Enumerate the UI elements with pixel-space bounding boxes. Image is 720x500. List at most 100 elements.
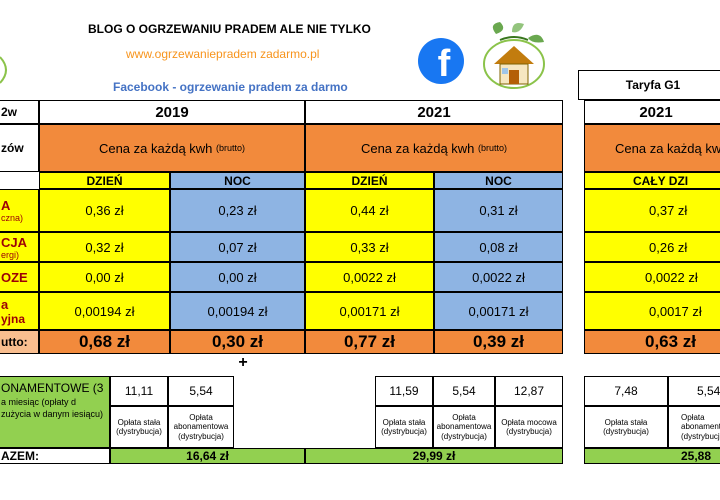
table-cell: 0,08 zł: [434, 232, 563, 262]
sum-value: 16,64 zł: [186, 449, 229, 463]
subheader-night-2019: NOC: [170, 172, 305, 189]
fee-caption-text: Opłata abonamentowa (dystrybucja): [681, 413, 720, 441]
fee-value-text: 7,48: [614, 384, 638, 398]
cell-value: 0,0017 zł: [649, 303, 702, 319]
price-header-2019-note: (brutto): [216, 142, 246, 153]
subheader-day-2021-text: DZIEŃ: [351, 173, 388, 188]
cell-value: 0,00 zł: [218, 269, 257, 285]
row-label-oze: OZE: [0, 262, 39, 292]
cell-value: 0,0022 zł: [343, 269, 396, 285]
cell-value: 0,37 zł: [649, 203, 688, 218]
row-label-cogeneration-sub: yjna: [1, 311, 26, 326]
cell-value: 0,00171 zł: [339, 303, 400, 319]
website-link[interactable]: www.ogrzewaniepradem zadarmo.pl: [126, 47, 320, 61]
table-cell: 0,0022 zł: [434, 262, 563, 292]
sum-value: 29,99 zł: [412, 449, 456, 463]
table-cell: 0,32 zł: [39, 232, 170, 262]
price-header-g11: Cena za każdą kwh: [584, 124, 720, 172]
year-2019-header: 2019: [39, 100, 305, 124]
cell-value: 0,31 zł: [479, 203, 518, 218]
row-label-distribution: CJA ergi): [0, 232, 39, 262]
fee-value-text: 5,54: [189, 384, 213, 398]
fee-value: 5,54: [168, 376, 234, 406]
plus-sign: +: [238, 354, 248, 371]
total-label-text: utto:: [1, 335, 28, 349]
price-header-2021: Cena za każdą kwh (brutto): [305, 124, 563, 172]
left-logo-partial-icon: [0, 55, 12, 85]
total-value: 0,77 zł: [343, 332, 396, 351]
table-cell: 0,26 zł: [584, 232, 720, 262]
corner-label-text: 2w: [1, 105, 18, 119]
year-2021-g11-header: 2021: [584, 100, 720, 124]
tariff-label: Taryfa G1: [578, 70, 720, 100]
fee-value: 5,54: [433, 376, 495, 406]
fee-caption: Opłata abonamentowa (dystrybucja): [168, 406, 234, 448]
fee-value: 5,54: [668, 376, 720, 406]
fee-value-text: 11,59: [389, 384, 419, 398]
facebook-icon[interactable]: f: [418, 38, 464, 84]
sum-2019: 16,64 zł: [110, 448, 305, 464]
fee-caption: Opłata stała (dystrybucja): [584, 406, 668, 448]
fees-label: ONAMENTOWE (3 a miesiąc (opłaty d zużyci…: [0, 376, 110, 448]
fees-label-title: ONAMENTOWE (3: [1, 381, 104, 395]
table-cell: 0,00 zł: [170, 262, 305, 292]
row-label-energy-sub: czna): [1, 213, 24, 223]
total-value: 0,63 zł: [645, 332, 697, 351]
total-g11: 0,63 zł: [584, 330, 720, 354]
year-2021-header: 2021: [305, 100, 563, 124]
subheader-day-2021: DZIEŃ: [305, 172, 434, 189]
table-cell: 0,00 zł: [39, 262, 170, 292]
table-cell: 0,00171 zł: [305, 292, 434, 330]
facebook-page-text[interactable]: Facebook - ogrzewanie pradem za darmo: [113, 80, 348, 94]
row-label-oze-text: OZE: [1, 269, 28, 285]
row-label-distribution-text: CJA: [1, 234, 28, 250]
price-header-2021-note: (brutto): [478, 142, 508, 153]
row-label-cogeneration: a yjna: [0, 292, 39, 330]
fee-caption: Opłata stała (dystrybucja): [375, 406, 433, 448]
cell-value: 0,36 zł: [85, 203, 124, 218]
total-value: 0,39 zł: [472, 332, 525, 351]
table-cell: 0,00171 zł: [434, 292, 563, 330]
subheader-day-2019: DZIEŃ: [39, 172, 170, 189]
row-label-cogeneration-text: a: [1, 296, 9, 312]
tariff-label-text: Taryfa G1: [625, 78, 681, 92]
subheader-night-2019-text: NOC: [224, 173, 251, 188]
table-cell: 0,0017 zł: [584, 292, 720, 330]
fee-caption-text: Opłata mocowa (dystrybucja): [501, 417, 557, 436]
row-label-energy: A czna): [0, 189, 39, 232]
row-label-price-text: zów: [1, 141, 24, 155]
fee-caption: Opłata stała (dystrybucja): [110, 406, 168, 448]
sum-value: 25,88: [681, 449, 712, 463]
sum-label-text: AZEM:: [1, 449, 39, 463]
fee-value-text: 12,87: [513, 384, 545, 398]
cell-value: 0,0022 zł: [645, 269, 698, 285]
fee-value: 7,48: [584, 376, 668, 406]
fee-value-text: 5,54: [697, 384, 720, 398]
fee-caption-text: Opłata stała (dystrybucja): [603, 417, 649, 436]
cell-value: 0,44 zł: [350, 203, 389, 218]
fee-value: 11,11: [110, 376, 168, 406]
table-cell: 0,44 zł: [305, 189, 434, 232]
table-cell: 0,00194 zł: [39, 292, 170, 330]
sum-2021: 29,99 zł: [305, 448, 563, 464]
total-value: 0,68 zł: [78, 332, 131, 351]
row-label-price: zów: [0, 124, 39, 172]
subheader-all-day-g11-text: CAŁY DZI: [633, 173, 689, 188]
blog-title: BLOG O OGRZEWANIU PRADEM ALE NIE TYLKO: [88, 22, 371, 36]
subheader-night-2021-text: NOC: [485, 173, 512, 188]
table-cell: 0,33 zł: [305, 232, 434, 262]
fee-value-text: 11,11: [124, 384, 154, 398]
table-cell: 0,37 zł: [584, 189, 720, 232]
total-label: utto:: [0, 330, 39, 354]
subheader-night-2021: NOC: [434, 172, 563, 189]
table-cell: 0,31 zł: [434, 189, 563, 232]
table-cell: 0,07 zł: [170, 232, 305, 262]
price-header-g11-text: Cena za każdą kwh: [615, 140, 720, 156]
table-cell: 0,36 zł: [39, 189, 170, 232]
fee-caption-text: Opłata stała (dystrybucja): [116, 417, 162, 436]
cell-value: 0,33 zł: [350, 239, 389, 255]
table-cell: 0,0022 zł: [305, 262, 434, 292]
fee-value-text: 5,54: [452, 384, 476, 398]
subheader-day-2019-text: DZIEŃ: [86, 173, 123, 188]
fee-caption: Opłata abonamentowa (dystrybucja): [668, 406, 720, 448]
